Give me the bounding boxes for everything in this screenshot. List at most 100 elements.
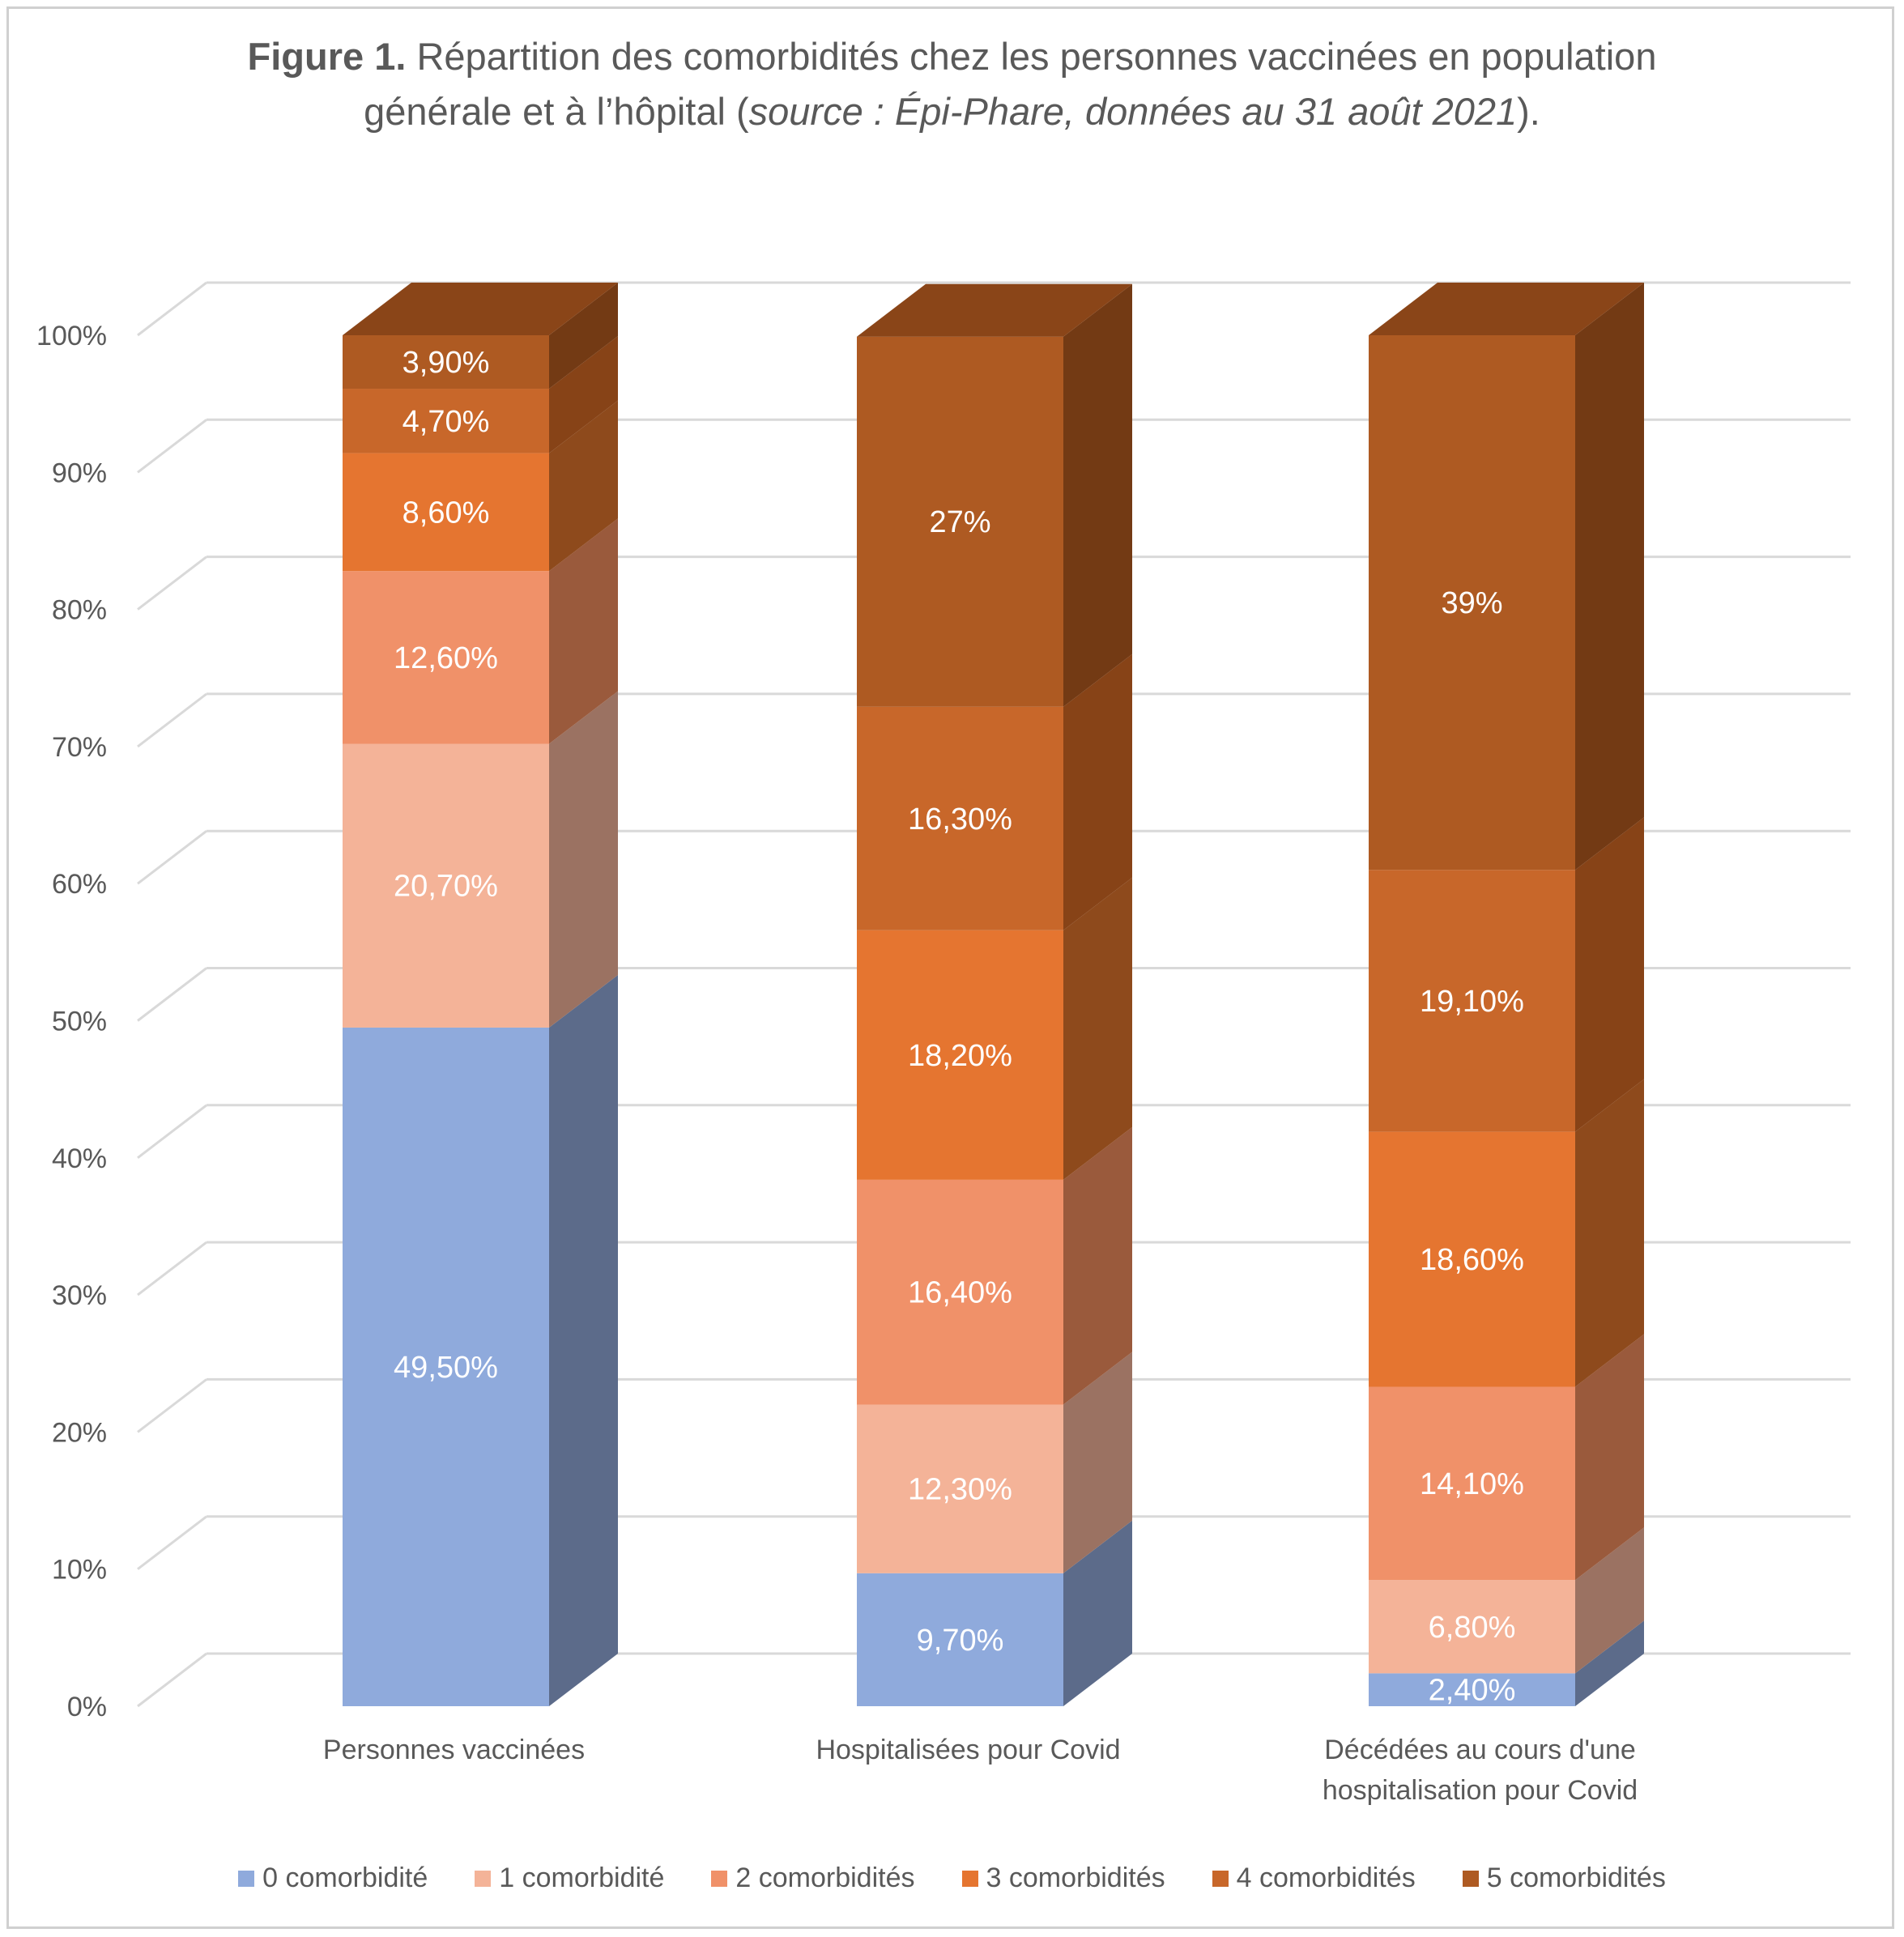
- y-tick-label: 80%: [52, 595, 107, 626]
- bar-side-segment: [1063, 877, 1132, 1180]
- legend-item: 1 comorbidité: [475, 1862, 664, 1894]
- bar-side-segment: [1063, 1520, 1132, 1706]
- x-category-label: hospitalisation pour Covid: [1323, 1775, 1638, 1806]
- gridline-diagonal: [137, 830, 207, 885]
- data-label: 49,50%: [394, 1351, 498, 1385]
- data-label: 12,30%: [908, 1473, 1012, 1507]
- bar-segment: [343, 453, 549, 572]
- bar-side-segment: [1575, 1527, 1644, 1674]
- gridline-diagonal: [137, 281, 207, 337]
- data-label: 3,90%: [403, 346, 490, 380]
- bar-side-segment: [549, 518, 618, 744]
- legend-swatch: [711, 1870, 728, 1887]
- bar-side-segment: [1063, 283, 1132, 707]
- bar-side-segment: [1063, 1126, 1132, 1405]
- legend-swatch: [238, 1870, 255, 1887]
- legend-label: 2 comorbidités: [735, 1862, 915, 1893]
- bar-side-segment: [549, 283, 618, 390]
- y-tick-label: 50%: [52, 1007, 107, 1037]
- gridline-diagonal: [137, 1104, 207, 1159]
- data-label: 19,10%: [1420, 985, 1524, 1019]
- data-label: 18,60%: [1420, 1243, 1524, 1277]
- title-figure-number: Figure 1.: [247, 35, 407, 78]
- y-tick-label: 40%: [52, 1143, 107, 1174]
- gridline-diagonal: [137, 419, 207, 474]
- y-tick-label: 90%: [52, 458, 107, 488]
- data-label: 12,60%: [394, 641, 498, 675]
- bar-segment: [343, 1027, 549, 1706]
- bar-segment: [1369, 1580, 1575, 1674]
- data-label: 2,40%: [1429, 1674, 1516, 1708]
- data-label: 18,20%: [908, 1039, 1012, 1073]
- legend-label: 5 comorbidités: [1486, 1862, 1666, 1893]
- gridline-diagonal: [137, 1652, 207, 1708]
- bar-segment: [1369, 870, 1575, 1132]
- title-text-2a: générale et à l’hôpital (: [364, 90, 749, 133]
- y-tick-label: 0%: [67, 1692, 107, 1722]
- legend-swatch: [961, 1870, 978, 1887]
- y-tick-label: 70%: [52, 732, 107, 763]
- legend-swatch: [1462, 1870, 1479, 1887]
- data-label: 4,70%: [403, 405, 490, 439]
- legend-swatch: [475, 1870, 492, 1887]
- bar-segment: [1369, 1673, 1575, 1706]
- bar-side-segment: [1063, 1352, 1132, 1573]
- y-tick-label: 30%: [52, 1280, 107, 1311]
- bar-side-segment: [1575, 1620, 1644, 1706]
- data-label: 16,40%: [908, 1276, 1012, 1310]
- title-line-2: générale et à l’hôpital (source : Épi-Ph…: [0, 84, 1904, 139]
- bar-side-segment: [1575, 283, 1644, 871]
- bar-top-face: [1369, 283, 1644, 335]
- data-label: 20,70%: [394, 870, 498, 904]
- gridline-diagonal: [137, 1378, 207, 1433]
- gridline-diagonal: [137, 1515, 207, 1570]
- data-label: 27%: [929, 505, 990, 539]
- bar-segment: [857, 1179, 1063, 1405]
- gridline-diagonal: [137, 1241, 207, 1296]
- data-label: 16,30%: [908, 802, 1012, 837]
- bar-side-segment: [1575, 817, 1644, 1132]
- legend-swatch: [1212, 1870, 1229, 1887]
- bar-segment: [1369, 1131, 1575, 1387]
- y-tick-label: 100%: [36, 321, 107, 351]
- x-category-label: Hospitalisées pour Covid: [816, 1735, 1120, 1765]
- x-category-label: Décédées au cours d'une: [1324, 1735, 1636, 1765]
- bar-segment: [1369, 335, 1575, 871]
- chart-title: Figure 1. Répartition des comorbidités c…: [0, 29, 1904, 139]
- bar-side-segment: [1063, 653, 1132, 930]
- bar-side-segment: [549, 400, 618, 572]
- legend-item: 4 comorbidités: [1212, 1862, 1416, 1894]
- legend-label: 0 comorbidité: [262, 1862, 428, 1893]
- legend-item: 0 comorbidité: [238, 1862, 428, 1894]
- gridline-diagonal: [137, 967, 207, 1022]
- bar-side-segment: [549, 336, 618, 453]
- title-text-2b: ).: [1517, 90, 1540, 133]
- bar-segment: [857, 930, 1063, 1180]
- y-tick-label: 10%: [52, 1555, 107, 1586]
- bar-side-segment: [1575, 1334, 1644, 1581]
- title-source: source : Épi-Phare, données au 31 août 2…: [748, 90, 1518, 133]
- legend-label: 3 comorbidités: [986, 1862, 1165, 1893]
- y-tick-label: 20%: [52, 1417, 107, 1448]
- bar-top-face: [343, 283, 618, 335]
- bar-segment: [857, 1573, 1063, 1706]
- title-text-1: Répartition des comorbidités chez les pe…: [406, 35, 1657, 78]
- bar-segment: [857, 1404, 1063, 1573]
- bar-side-segment: [549, 974, 618, 1706]
- bar-segment: [343, 335, 549, 390]
- data-label: 39%: [1441, 586, 1502, 620]
- data-label: 8,60%: [403, 496, 490, 530]
- stacked-bar-chart-3d: 0% 10% 20% 30% 40% 50% 60% 70% 80% 90% 100% 49,50% 2…: [36, 281, 1851, 1806]
- data-label: 14,10%: [1420, 1467, 1524, 1501]
- gridline-diagonal: [137, 692, 207, 748]
- y-tick-label: 60%: [52, 869, 107, 900]
- bar-segment: [1369, 1386, 1575, 1581]
- bar-segment: [343, 389, 549, 453]
- legend-item: 3 comorbidités: [961, 1862, 1165, 1894]
- legend-label: 1 comorbidité: [499, 1862, 665, 1893]
- bar-top-face: [857, 283, 1132, 337]
- bar-side-segment: [549, 691, 618, 1028]
- data-label: 6,80%: [1429, 1611, 1516, 1645]
- bar-segment: [343, 743, 549, 1028]
- title-line-1: Figure 1. Répartition des comorbidités c…: [0, 29, 1904, 84]
